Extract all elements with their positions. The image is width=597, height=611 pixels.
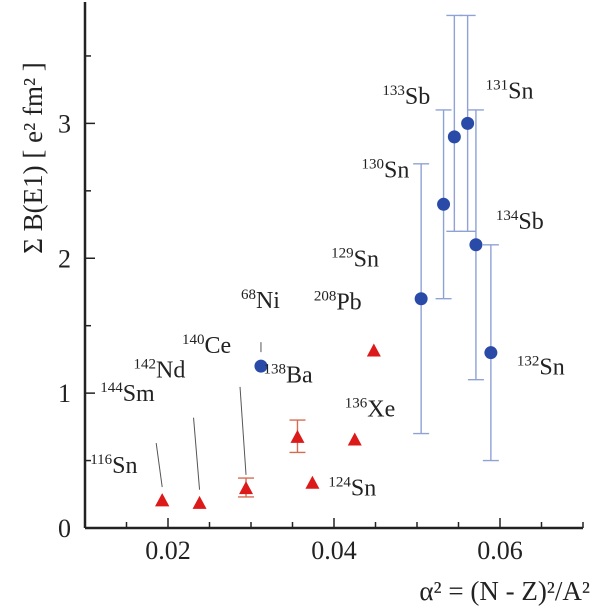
y-tick-label: 2	[58, 244, 71, 273]
nucleus-label: 140Ce	[182, 332, 231, 359]
x-tick-label: 0.04	[311, 536, 357, 565]
x-axis-title: α² = (N - Z)²/A²	[419, 576, 590, 606]
mass-number: 208	[314, 288, 337, 304]
data-point-circle	[414, 292, 428, 306]
mass-number: 133	[382, 83, 405, 99]
mass-number: 136	[345, 395, 368, 411]
element-symbol: Sb	[518, 209, 543, 235]
nucleus-label: 142Nd	[134, 357, 186, 384]
element-symbol: Sn	[354, 247, 379, 273]
data-markers	[155, 116, 498, 509]
y-tick-label: 3	[58, 109, 71, 138]
nucleus-label: 68Ni	[241, 287, 280, 314]
nucleus-label: 124Sn	[328, 474, 376, 501]
x-tick-label: 0.02	[145, 536, 191, 565]
data-point-circle	[447, 130, 461, 144]
element-symbol: Ba	[286, 363, 313, 389]
element-symbol: Sn	[384, 157, 409, 183]
data-point-triangle	[239, 481, 254, 495]
element-symbol: Sn	[539, 355, 564, 381]
data-point-triangle	[155, 493, 170, 507]
nucleus-label: 144Sm	[100, 380, 155, 407]
element-symbol: Sn	[508, 78, 533, 104]
data-point-circle	[461, 116, 475, 130]
mass-number: 68	[241, 287, 256, 303]
data-point-circle	[254, 359, 268, 373]
element-symbol: Sn	[351, 475, 376, 501]
y-tick-label: 0	[58, 514, 71, 543]
element-symbol: Nd	[156, 358, 185, 384]
data-point-triangle	[366, 343, 381, 357]
nucleus-label: 131Sn	[486, 77, 534, 104]
leader-line	[239, 386, 247, 475]
data-point-triangle	[192, 495, 207, 509]
nucleus-label: 133Sb	[382, 83, 430, 110]
data-point-circle	[484, 346, 498, 360]
data-point-triangle	[305, 475, 320, 489]
x-tick-label: 0.06	[477, 536, 523, 565]
element-symbol: Ni	[256, 288, 280, 314]
element-symbol: Sm	[123, 381, 155, 407]
axes: 0.02 0.04 0.06 0 1 2 3	[58, 2, 584, 565]
y-axis-title: Σ B(E1) [ e² fm² ]	[18, 62, 48, 254]
mass-number: 142	[134, 357, 157, 373]
leader-line	[193, 417, 201, 490]
mass-number: 134	[496, 208, 519, 224]
mass-number: 138	[263, 362, 286, 378]
nucleus-label: 138Ba	[263, 362, 313, 389]
element-symbol: Sb	[405, 84, 430, 110]
data-point-circle	[437, 197, 451, 211]
mass-number: 140	[182, 332, 205, 348]
mass-number: 144	[100, 380, 123, 396]
mass-number: 129	[331, 246, 354, 262]
element-symbol: Pb	[336, 289, 361, 315]
element-symbol: Sn	[112, 453, 137, 479]
label-leader-lines	[155, 342, 262, 490]
mass-number: 131	[486, 77, 509, 93]
nucleus-label: 130Sn	[362, 156, 410, 183]
leader-line	[155, 442, 163, 488]
y-tick-label: 1	[58, 379, 71, 408]
nucleus-label: 134Sb	[496, 208, 544, 235]
mass-number: 130	[362, 156, 385, 172]
nucleus-label: 116Sn	[90, 452, 137, 479]
nucleus-label: 129Sn	[331, 246, 379, 273]
mass-number: 124	[328, 474, 351, 490]
element-symbol: Ce	[205, 333, 232, 359]
mass-number: 116	[90, 452, 112, 468]
element-symbol: Xe	[367, 396, 395, 422]
mass-number: 132	[517, 354, 540, 370]
nucleus-label: 136Xe	[345, 395, 395, 422]
data-point-circle	[469, 238, 483, 252]
data-point-triangle	[290, 429, 305, 443]
nucleus-label: 208Pb	[314, 288, 362, 315]
nucleus-label: 132Sn	[517, 354, 565, 381]
data-point-triangle	[347, 432, 362, 446]
